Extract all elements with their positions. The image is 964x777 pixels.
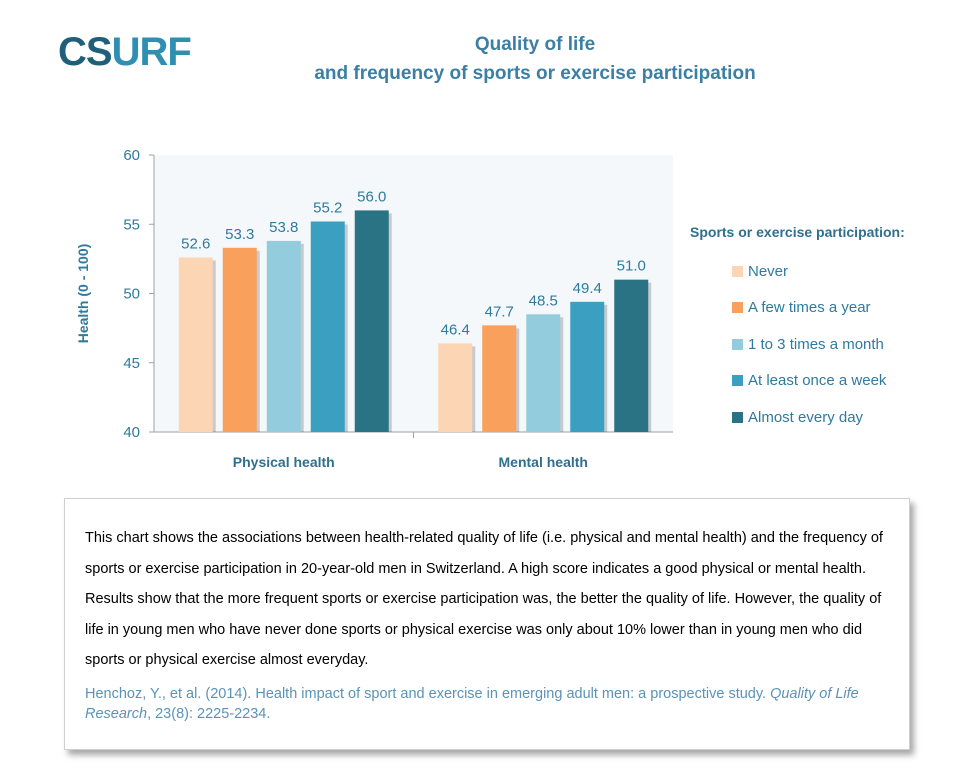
bar [614, 279, 649, 432]
bar [178, 257, 213, 432]
data-label: 48.5 [529, 292, 558, 309]
description-box: This chart shows the associations betwee… [64, 498, 910, 750]
data-label: 55.2 [313, 199, 342, 216]
legend-swatch [732, 302, 743, 313]
legend-swatch [732, 265, 743, 277]
legend-item: 1 to 3 times a month [732, 334, 884, 354]
bar [266, 240, 301, 432]
bar [482, 325, 517, 432]
y-tick-label: 40 [123, 424, 140, 441]
data-label: 53.3 [225, 226, 254, 243]
bar [526, 314, 561, 432]
data-label: 47.7 [485, 303, 514, 320]
legend: Sports or exercise participation: Never A… [670, 214, 960, 444]
citation-details: , 23(8): 2225-2234. [147, 705, 271, 722]
category-label: Physical health [233, 454, 335, 470]
legend-label: Almost every day [748, 408, 864, 426]
legend-item: Almost every day [732, 407, 863, 427]
bar [354, 210, 389, 432]
chart-title-line-1: Quality of life [474, 34, 596, 55]
legend-swatch [732, 411, 743, 423]
citation: Henchoz, Y., et al. (2014). Health impac… [85, 684, 889, 724]
y-tick-label: 50 [123, 286, 140, 303]
data-label: 49.4 [573, 280, 602, 297]
logo-part-2: URF [111, 30, 192, 74]
y-tick-label: 45 [123, 355, 140, 372]
chart-title-line-2: and frequency of sports or exercise part… [314, 63, 756, 84]
data-label: 53.8 [269, 219, 298, 236]
logo-part-1: CS [58, 30, 113, 74]
bar [310, 221, 345, 432]
y-tick-label: 55 [123, 216, 140, 233]
legend-swatch [732, 338, 743, 350]
data-label: 51.0 [617, 258, 646, 275]
bar-chart: 40 45 50 55 60 Health (0 - 100) 52.6 53.3 53.8 55… [75, 147, 673, 470]
bar [570, 301, 605, 432]
description-text: This chart shows the associations betwee… [85, 530, 883, 668]
y-axis-label: Health (0 - 100) [75, 244, 91, 344]
bar [438, 343, 473, 432]
legend-label: 1 to 3 times a month [748, 335, 884, 353]
category-label: Mental health [499, 454, 588, 470]
legend-label: At least once a week [748, 372, 887, 389]
legend-title: Sports or exercise participation: [690, 224, 905, 240]
data-label: 46.4 [441, 321, 470, 338]
citation-authors: Henchoz, Y., et al. (2014). Health impac… [85, 685, 771, 702]
legend-item: Never [732, 261, 788, 281]
data-label: 52.6 [181, 235, 210, 252]
legend-label: A few times a year [748, 299, 871, 316]
legend-item: A few times a year [732, 298, 871, 318]
citation-journal: Quality of Life Research [85, 685, 859, 722]
y-tick-label: 60 [123, 147, 140, 164]
bar [222, 247, 257, 432]
legend-swatch [732, 375, 743, 386]
legend-item: At least once a week [732, 371, 886, 391]
legend-label: Never [748, 262, 789, 280]
csurf-logo: CSURF [58, 30, 192, 74]
data-label: 56.0 [357, 188, 386, 205]
chart-title: Quality of life and frequency of sports … [260, 30, 810, 88]
